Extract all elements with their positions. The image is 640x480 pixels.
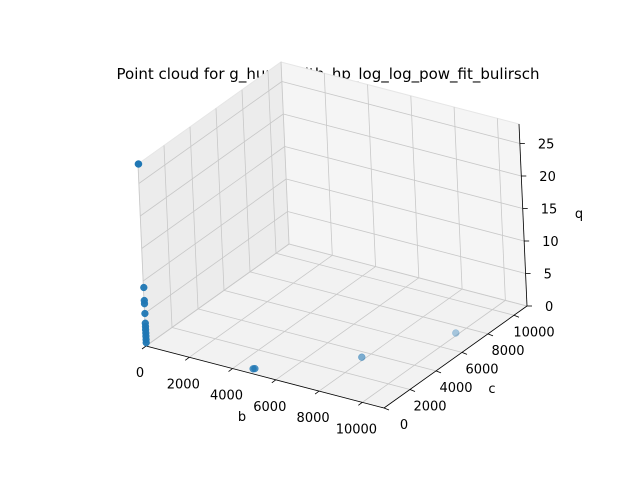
z-tick-label: 25	[538, 138, 555, 153]
y-grid-floor	[223, 289, 463, 353]
y-grid-floor	[249, 271, 489, 335]
x-tick-mark	[185, 356, 190, 361]
z-grid-left	[140, 113, 284, 217]
y-grid-left	[215, 108, 225, 291]
y-grid-floor	[171, 327, 411, 390]
x-axis-line	[145, 345, 385, 409]
y-axis-line	[383, 305, 528, 409]
data-point	[142, 339, 150, 347]
x-tick-label: 2000	[167, 377, 200, 392]
data-point	[140, 283, 148, 292]
y-grid-floor	[197, 308, 437, 372]
y-grid-left	[241, 89, 251, 272]
x-tick-label: 8000	[297, 411, 330, 426]
x-tick-label: 4000	[210, 389, 243, 404]
x-grid-back	[453, 107, 463, 290]
x-grid-floor	[318, 288, 463, 392]
data-point	[358, 353, 366, 361]
z-grid-back	[288, 243, 528, 307]
z-axis-line	[518, 123, 528, 307]
z-axis-label: q	[575, 207, 583, 222]
z-grid-back	[286, 178, 525, 242]
x-grid-back	[367, 84, 376, 267]
z-tick-label: 10	[542, 235, 559, 250]
z-grid-left	[145, 243, 290, 347]
z-grid-back	[284, 146, 523, 209]
x-tick-label: 6000	[253, 400, 286, 415]
x-grid-back	[323, 73, 333, 256]
x-grid-floor	[362, 300, 506, 403]
y-tick-mark	[409, 389, 416, 392]
x-grid-back	[280, 61, 290, 245]
y-tick-mark	[487, 333, 494, 337]
data-point	[251, 364, 259, 373]
x-grid-back	[496, 118, 506, 301]
y-tick-mark	[461, 351, 468, 355]
z-tick-label: 5	[544, 268, 552, 283]
y-tick-label: 2000	[413, 400, 446, 415]
z-grid-left	[138, 81, 283, 184]
data-point	[141, 309, 149, 318]
tick-labels: 0 2000 4000 6000 8000 10000 0 2000 4000 6000 8000 1…	[136, 138, 559, 438]
x-tick-mark	[314, 390, 320, 395]
y-tick-mark	[383, 407, 390, 411]
x-tick-mark	[358, 402, 363, 406]
y-grid-left	[189, 126, 199, 309]
y-grid-left	[267, 71, 277, 254]
z-grid-left	[141, 146, 285, 249]
x-tick-label: 10000	[336, 422, 377, 437]
x-grid-back	[410, 95, 420, 278]
y-tick-label: 0	[400, 418, 408, 433]
y-axis-label: c	[488, 382, 495, 397]
data-point	[134, 160, 143, 168]
z-grid-back	[287, 211, 526, 274]
axis-panes	[137, 61, 529, 409]
y-tick-label: 8000	[491, 344, 524, 359]
data-points	[134, 160, 460, 373]
y-grid-floor	[275, 252, 515, 316]
z-grid-left	[142, 178, 287, 282]
y-tick-label: 4000	[439, 381, 472, 396]
z-tick-label: 0	[545, 300, 553, 315]
data-point	[140, 300, 149, 308]
y-tick-label: 10000	[513, 325, 554, 340]
data-point	[452, 329, 460, 337]
x-tick-mark	[271, 379, 277, 384]
y-tick-mark	[513, 314, 520, 318]
x-axis-label: b	[238, 410, 246, 425]
z-grid-left	[144, 211, 288, 314]
x-tick-mark	[228, 368, 233, 372]
y-tick-mark	[435, 370, 442, 374]
y-tick-label: 6000	[465, 362, 498, 377]
z-tick-label: 15	[541, 203, 558, 218]
x-tick-mark	[141, 345, 147, 350]
axis-lines	[141, 123, 532, 411]
x-grid-floor	[275, 277, 420, 381]
x-tick-label: 0	[136, 366, 144, 381]
z-tick-label: 20	[539, 170, 556, 185]
x-grid-floor	[232, 266, 376, 369]
y-grid-left	[163, 145, 173, 328]
grid-lines	[137, 61, 528, 409]
z-grid-back	[283, 113, 522, 177]
x-grid-floor	[189, 254, 333, 358]
z-grid-back	[281, 81, 520, 144]
